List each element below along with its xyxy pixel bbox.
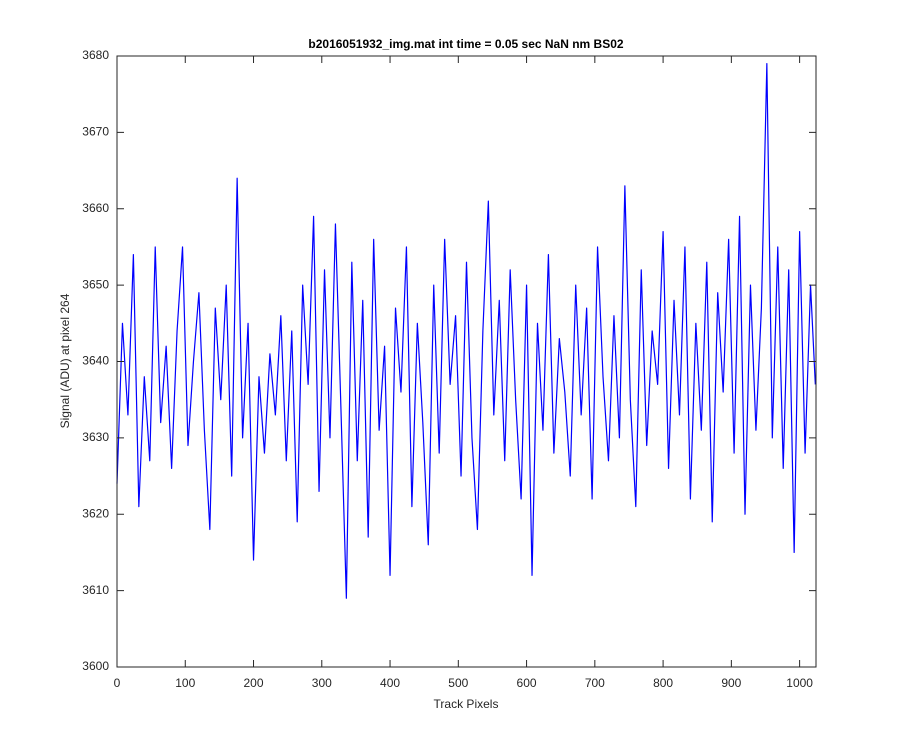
y-tick-label: 3600	[82, 659, 109, 673]
x-tick-label: 600	[517, 676, 537, 690]
x-tick-label: 800	[653, 676, 673, 690]
x-tick-label: 300	[312, 676, 332, 690]
y-tick-label: 3660	[82, 201, 109, 215]
x-tick-label: 1000	[786, 676, 813, 690]
x-tick-label: 100	[175, 676, 195, 690]
x-axis-label: Track Pixels	[434, 697, 499, 711]
y-tick-label: 3610	[82, 583, 109, 597]
x-tick-label: 700	[585, 676, 605, 690]
x-tick-label: 500	[448, 676, 468, 690]
x-tick-label: 900	[721, 676, 741, 690]
x-tick-label: 400	[380, 676, 400, 690]
y-tick-label: 3680	[82, 48, 109, 62]
y-tick-label: 3630	[82, 430, 109, 444]
chart-title: b2016051932_img.mat int time = 0.05 sec …	[308, 37, 623, 51]
data-line	[116, 63, 816, 599]
y-tick-label: 3620	[82, 506, 109, 520]
y-tick-label: 3650	[82, 277, 109, 291]
y-axis-label: Signal (ADU) at pixel 264	[58, 293, 72, 428]
y-tick-label: 3640	[82, 354, 109, 368]
x-tick-label: 0	[114, 676, 121, 690]
x-tick-label: 200	[244, 676, 264, 690]
y-tick-label: 3670	[82, 125, 109, 139]
